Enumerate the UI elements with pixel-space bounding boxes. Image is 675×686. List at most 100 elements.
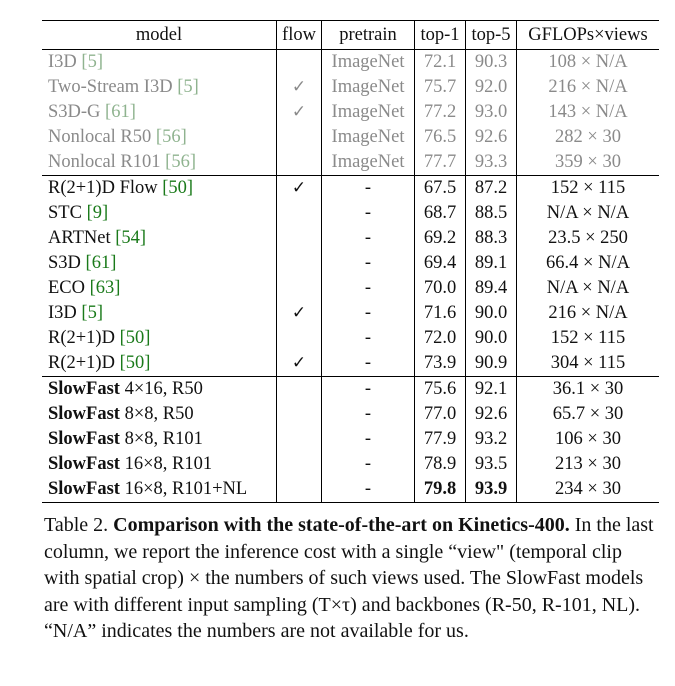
top1-accuracy: 75.7 xyxy=(423,77,457,97)
header-model: model xyxy=(42,20,277,50)
citation-ref: [63] xyxy=(89,278,121,298)
gflops-views-value: 106 × 30 xyxy=(555,429,621,449)
top5-accuracy: 93.9 xyxy=(474,479,508,499)
pretrain-value: - xyxy=(364,203,372,223)
pretrain-value: - xyxy=(364,429,372,449)
cell-pretrain: ImageNet xyxy=(321,75,415,100)
pretrain-value: - xyxy=(364,404,372,424)
top5-accuracy: 92.1 xyxy=(474,379,508,399)
gflops-views-value: 108 × N/A xyxy=(548,52,628,72)
table-row: S3D-G [61] ✓ ImageNet 77.2 93.0 143 × N/A xyxy=(42,100,659,125)
model-config: 8×8, R101 xyxy=(124,429,203,449)
citation-ref: [5] xyxy=(177,77,199,97)
cell-top5: 93.2 xyxy=(465,427,517,452)
cell-gflops-views: 65.7 × 30 xyxy=(517,402,660,427)
cell-flow xyxy=(276,226,322,251)
cell-top1: 70.0 xyxy=(414,276,466,301)
cell-top5: 93.3 xyxy=(465,150,517,176)
cell-gflops-views: 234 × 30 xyxy=(516,477,659,503)
gflops-views-value: 66.4 × N/A xyxy=(546,253,630,273)
kinetics-results-table: model flow pretrain top-1 top-5 GFLOPs×v… xyxy=(42,20,659,503)
pretrain-value: - xyxy=(364,479,372,499)
cell-model: Two-Stream I3D [5] xyxy=(42,75,277,100)
cell-model: S3D [61] xyxy=(42,251,277,276)
top5-accuracy: 87.2 xyxy=(474,178,508,198)
cell-flow: ✓ xyxy=(276,351,322,377)
cell-top5: 87.2 xyxy=(465,175,517,201)
top1-accuracy: 67.5 xyxy=(423,178,457,198)
cell-top1: 78.9 xyxy=(414,452,466,477)
model-config: 16×8, R101+NL xyxy=(124,479,248,499)
table-row: R(2+1)D Flow [50] ✓ - 67.5 87.2 152 × 115 xyxy=(42,175,659,201)
table-row: R(2+1)D [50] - 72.0 90.0 152 × 115 xyxy=(42,326,659,351)
cell-flow: ✓ xyxy=(276,100,322,125)
cell-flow xyxy=(276,477,322,503)
cell-pretrain: - xyxy=(321,251,415,276)
cell-gflops-views: 213 × 30 xyxy=(517,452,660,477)
header-top5: top-5 xyxy=(465,20,517,50)
citation-ref: [56] xyxy=(165,152,196,172)
cell-flow xyxy=(276,49,322,75)
cell-flow: ✓ xyxy=(276,75,322,100)
cell-flow: ✓ xyxy=(276,301,322,326)
cell-gflops-views: 216 × N/A xyxy=(517,301,660,326)
cell-top5: 92.6 xyxy=(465,125,517,150)
cell-pretrain: - xyxy=(321,351,415,377)
pretrain-value: - xyxy=(364,228,372,248)
model-name: Nonlocal R101 xyxy=(48,152,161,172)
flow-checkmark: ✓ xyxy=(291,178,307,198)
table-row: I3D [5] ImageNet 72.1 90.3 108 × N/A xyxy=(42,49,659,75)
cell-gflops-views: 282 × 30 xyxy=(517,125,660,150)
top5-accuracy: 90.0 xyxy=(474,328,508,348)
pretrain-value: - xyxy=(364,278,372,298)
citation-ref: [61] xyxy=(105,102,136,122)
cell-top5: 90.9 xyxy=(465,351,517,377)
pretrain-value: ImageNet xyxy=(331,127,405,147)
cell-top5: 92.1 xyxy=(465,376,517,402)
gflops-views-value: 23.5 × 250 xyxy=(548,228,628,248)
cell-model: R(2+1)D [50] xyxy=(42,351,277,377)
cell-top1: 72.1 xyxy=(414,49,466,75)
cell-top1: 73.9 xyxy=(414,351,466,377)
top5-accuracy: 93.5 xyxy=(474,454,508,474)
cell-top1: 75.6 xyxy=(414,376,466,402)
gflops-views-value: 359 × 30 xyxy=(555,152,621,172)
flow-checkmark: ✓ xyxy=(291,102,307,122)
cell-gflops-views: 304 × 115 xyxy=(517,351,660,377)
model-name: Nonlocal R50 xyxy=(48,127,152,147)
pretrain-value: ImageNet xyxy=(331,152,405,172)
cell-top5: 88.3 xyxy=(465,226,517,251)
cell-pretrain: ImageNet xyxy=(321,125,415,150)
table-row: S3D [61] - 69.4 89.1 66.4 × N/A xyxy=(42,251,659,276)
citation-ref: [50] xyxy=(119,353,151,373)
cell-top5: 89.1 xyxy=(465,251,517,276)
top5-accuracy: 90.0 xyxy=(474,303,508,323)
cell-top1: 71.6 xyxy=(414,301,466,326)
model-name: R(2+1)D Flow xyxy=(48,178,158,198)
flow-checkmark: ✓ xyxy=(291,303,307,323)
model-name: ECO xyxy=(48,278,85,298)
cell-top1: 69.4 xyxy=(414,251,466,276)
cell-model: S3D-G [61] xyxy=(42,100,277,125)
caption-title: Comparison with the state-of-the-art on … xyxy=(113,514,565,536)
cell-flow xyxy=(276,276,322,301)
header-gflops-views: GFLOPs×views xyxy=(516,20,659,50)
cell-pretrain: - xyxy=(321,226,415,251)
cell-top1: 67.5 xyxy=(414,175,466,201)
cell-pretrain: - xyxy=(321,477,415,503)
pretrain-value: - xyxy=(364,253,372,273)
cell-flow xyxy=(276,452,322,477)
caption-body: In the last column, we report the infere… xyxy=(44,514,654,642)
model-name: Two-Stream I3D xyxy=(48,77,173,97)
citation-ref: [5] xyxy=(81,303,103,323)
table-row: STC [9] - 68.7 88.5 N/A × N/A xyxy=(42,201,659,226)
cell-flow: ✓ xyxy=(276,175,322,201)
cell-gflops-views: 359 × 30 xyxy=(517,150,660,176)
cell-model: Nonlocal R101 [56] xyxy=(42,150,277,176)
citation-ref: [50] xyxy=(162,178,194,198)
cell-top5: 93.9 xyxy=(465,477,517,503)
cell-model: SlowFast 4×16, R50 xyxy=(42,376,277,402)
top5-accuracy: 92.0 xyxy=(474,77,508,97)
table-header-row: model flow pretrain top-1 top-5 GFLOPs×v… xyxy=(42,20,659,50)
table-row: SlowFast 16×8, R101+NL - 79.8 93.9 234 × 30 xyxy=(42,477,659,503)
